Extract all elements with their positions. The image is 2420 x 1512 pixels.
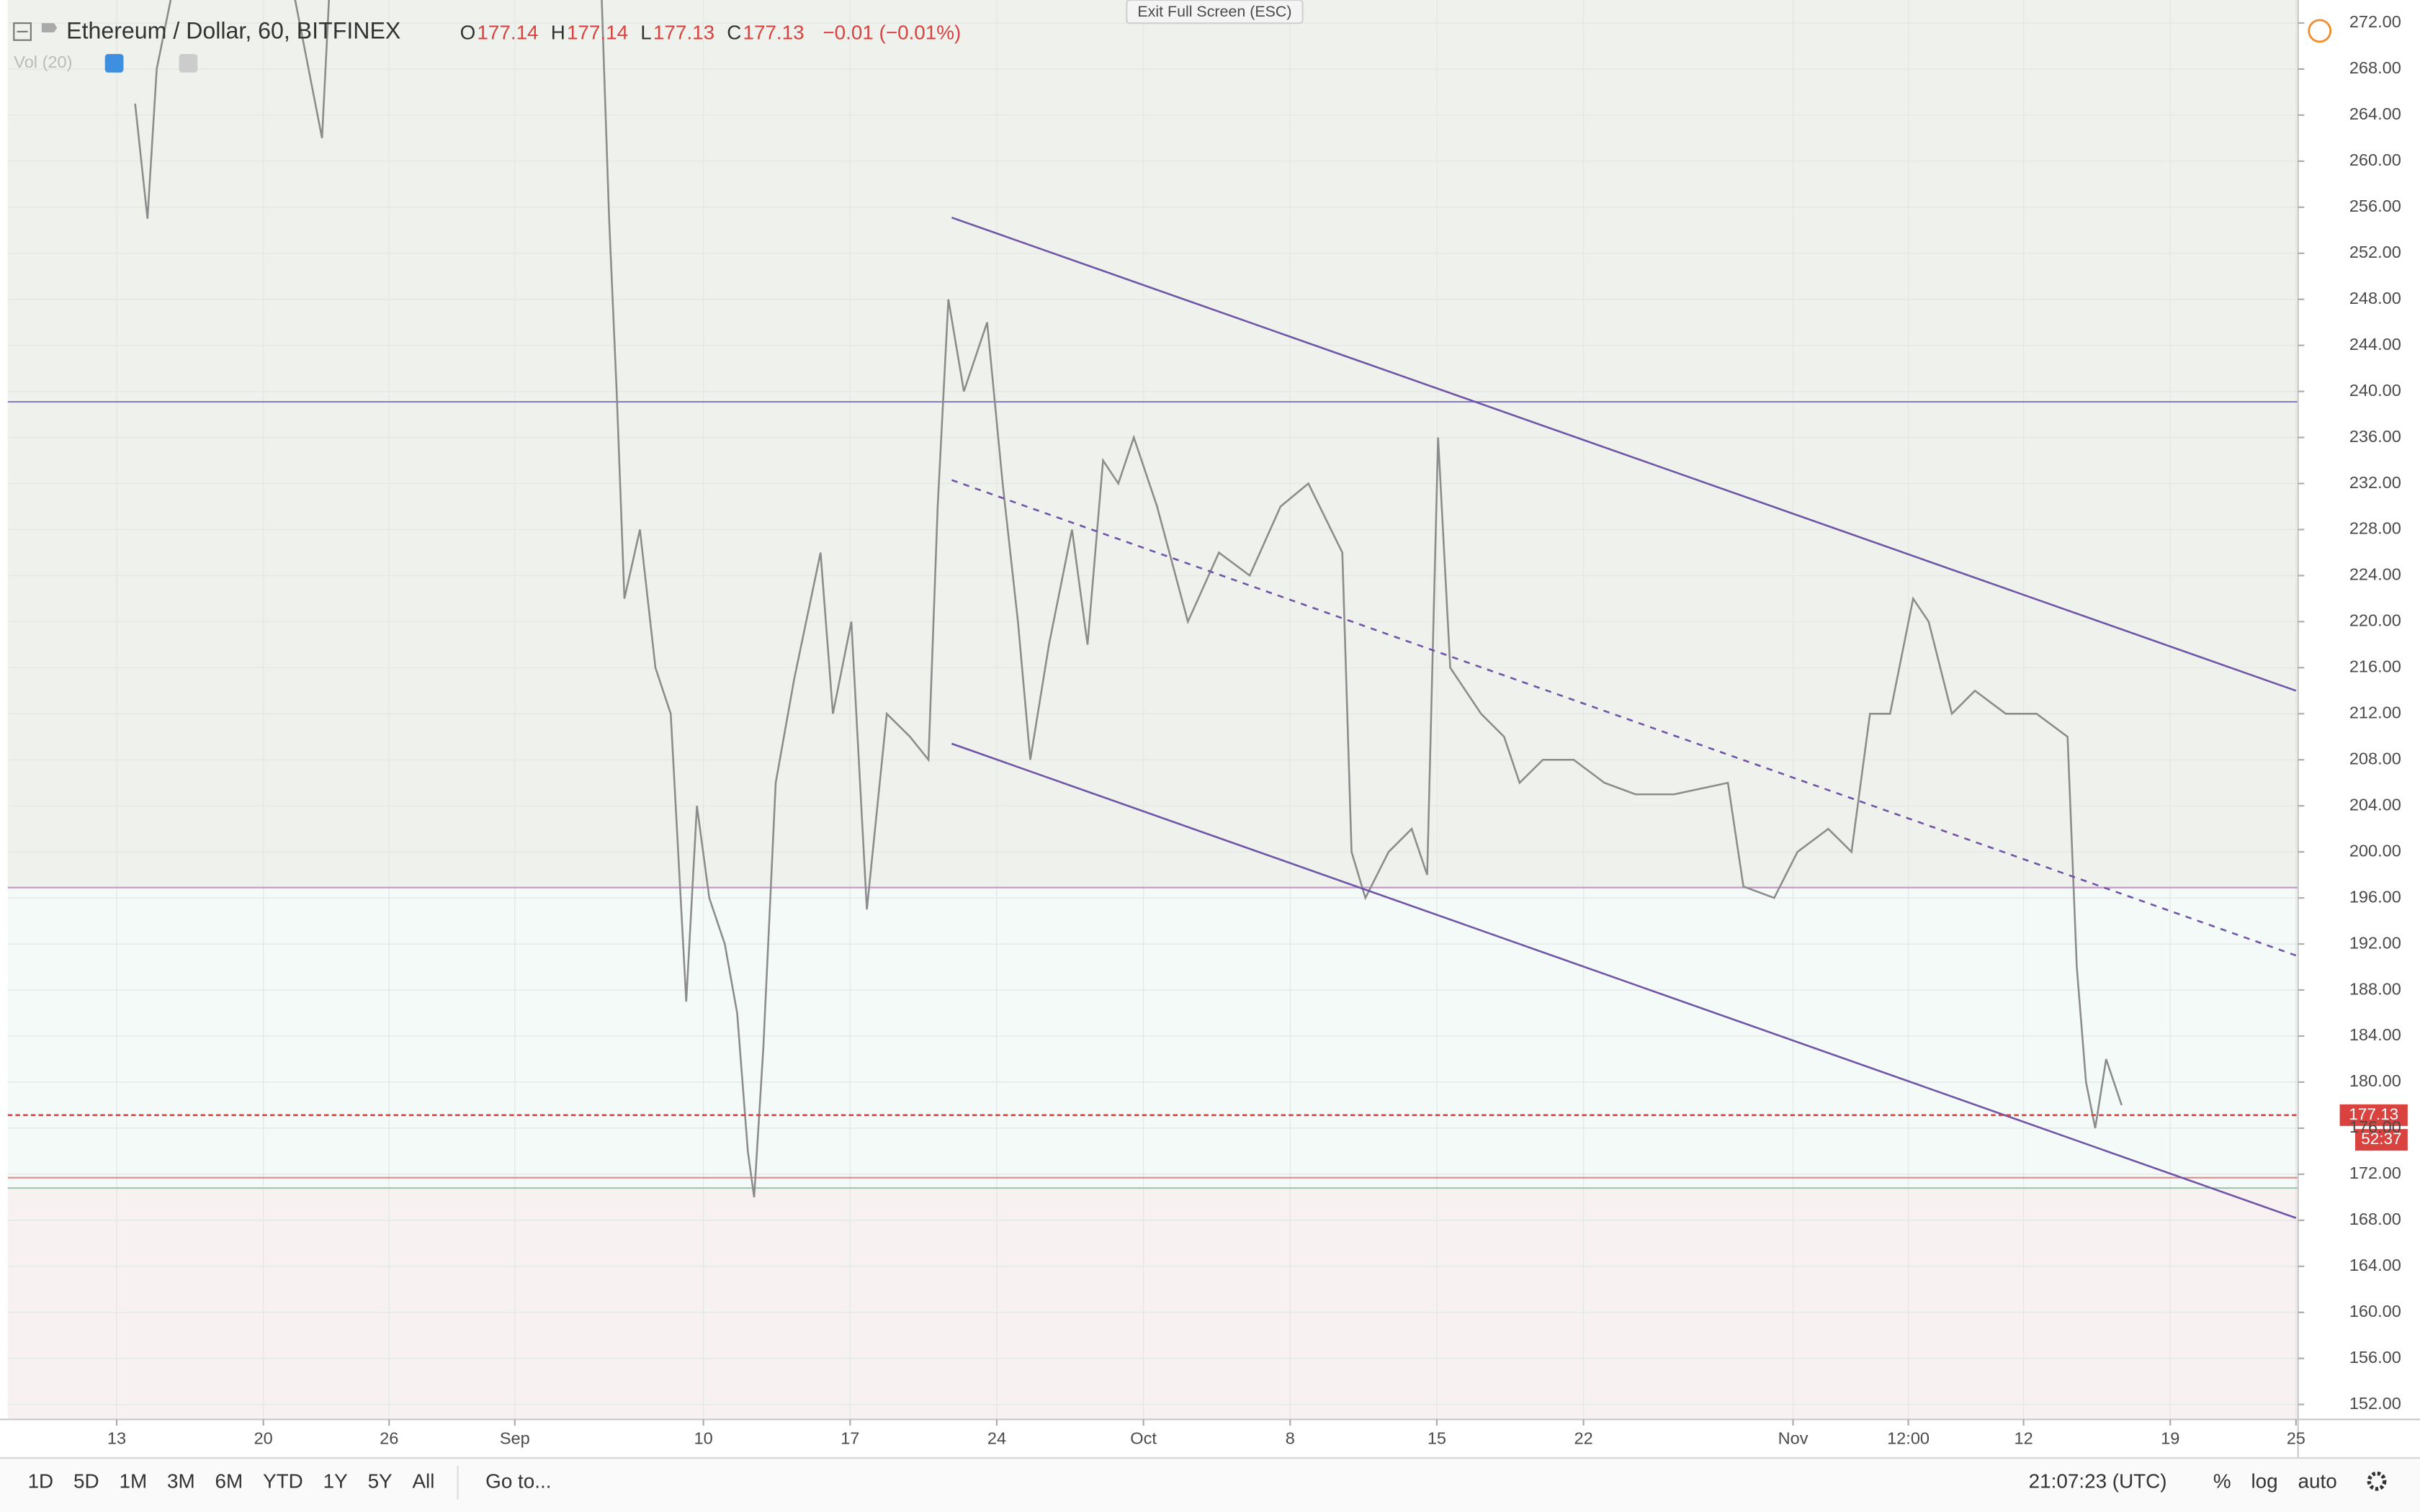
flag-icon[interactable]	[41, 23, 58, 32]
y-tick-label: 168.00	[2349, 1210, 2401, 1228]
y-tick-label: 196.00	[2349, 887, 2401, 906]
y-tick-label: 176.00	[2349, 1117, 2401, 1136]
last-price-label: 177.13	[2349, 1105, 2398, 1123]
ohlc-value: 177.14	[567, 22, 628, 44]
y-tick-label: 256.00	[2349, 197, 2401, 215]
y-tick-label: 188.00	[2349, 979, 2401, 998]
range-button[interactable]: YTD	[263, 1470, 303, 1493]
y-tick-label: 172.00	[2349, 1164, 2401, 1182]
price-line	[134, 0, 2123, 1198]
x-tick-label: 17	[841, 1429, 859, 1448]
x-tick-label: 24	[987, 1429, 1006, 1448]
settings-icon[interactable]	[2367, 1471, 2387, 1491]
x-tick-label: 13	[107, 1429, 126, 1448]
x-tick-label: Sep	[500, 1429, 530, 1448]
ohlc-value: 177.13	[653, 22, 714, 44]
y-tick-label: 240.00	[2349, 381, 2401, 400]
x-tick-label: Oct	[1130, 1429, 1157, 1448]
toolbar	[0, 1458, 2420, 1512]
zone-lower	[7, 1188, 2298, 1420]
x-tick-label: 12:00	[1887, 1429, 1930, 1448]
trend-line[interactable]	[951, 216, 2297, 692]
y-tick-label: 152.00	[2349, 1394, 2401, 1413]
y-tick-label: 156.00	[2349, 1348, 2401, 1367]
ohlc-value: 177.13	[743, 22, 804, 44]
y-tick-label: 248.00	[2349, 289, 2401, 307]
scale-option[interactable]: auto	[2298, 1470, 2337, 1493]
range-button[interactable]: 1M	[119, 1470, 147, 1493]
x-tick-label: 26	[380, 1429, 398, 1448]
scale-option[interactable]: log	[2251, 1470, 2277, 1493]
grid	[7, 0, 2298, 1420]
y-tick-label: 160.00	[2349, 1302, 2401, 1320]
background	[7, 0, 2298, 1420]
y-tick-label: 264.00	[2349, 104, 2401, 123]
x-tick-label: 19	[2161, 1429, 2179, 1448]
y-tick-label: 204.00	[2349, 795, 2401, 814]
x-tick-label: 22	[1574, 1429, 1592, 1448]
range-button[interactable]: 1D	[28, 1470, 54, 1493]
change: −0.01 (−0.01%)	[823, 22, 961, 44]
range-button[interactable]: 6M	[215, 1470, 243, 1493]
y-tick-label: 260.00	[2349, 150, 2401, 169]
y-tick-label: 220.00	[2349, 611, 2401, 630]
exit-fullscreen-button[interactable]	[1126, 0, 1304, 24]
y-tick-label: 244.00	[2349, 335, 2401, 354]
y-tick-label: 272.00	[2349, 12, 2401, 31]
x-tick-label: 20	[254, 1429, 273, 1448]
trend-line[interactable]	[951, 742, 2297, 1219]
range-button[interactable]: 3M	[167, 1470, 195, 1493]
clock: 21:07:23 (UTC)	[2029, 1470, 2167, 1493]
scale-option[interactable]: %	[2213, 1470, 2231, 1493]
y-tick-label: 252.00	[2349, 243, 2401, 261]
collapse-icon[interactable]	[13, 22, 32, 41]
y-tick-label: 232.00	[2349, 473, 2401, 492]
x-tick-label: 15	[1428, 1429, 1446, 1448]
volume-label: Vol (20)	[14, 53, 72, 71]
alert-icon[interactable]	[2308, 19, 2332, 43]
y-tick-label: 200.00	[2349, 841, 2401, 860]
drawings	[7, 0, 2298, 1219]
zone-middle	[7, 887, 2298, 1189]
y-tick-label: 268.00	[2349, 58, 2401, 77]
y-tick-label: 184.00	[2349, 1025, 2401, 1044]
x-tick-label: 25	[2287, 1429, 2305, 1448]
ohlc-key: L	[640, 22, 652, 44]
x-tick-label: 12	[2014, 1429, 2033, 1448]
y-tick-label: 212.00	[2349, 703, 2401, 722]
range-button[interactable]: 5Y	[368, 1470, 393, 1493]
y-tick-label: 164.00	[2349, 1256, 2401, 1274]
ohlc-key: C	[727, 22, 741, 44]
ohlc-key: O	[460, 22, 476, 44]
y-tick-label: 192.00	[2349, 933, 2401, 952]
last-price-box	[2339, 1104, 2408, 1126]
countdown-label: 52:37	[2361, 1130, 2401, 1148]
remove-icon[interactable]	[179, 54, 198, 73]
ohlc-value: 177.14	[477, 22, 538, 44]
y-tick-label: 208.00	[2349, 749, 2401, 768]
y-tick-label: 216.00	[2349, 657, 2401, 676]
range-button[interactable]: 5D	[73, 1470, 99, 1493]
goto-button[interactable]: Go to...	[485, 1470, 551, 1493]
ohlc-key: H	[551, 22, 565, 44]
overlay: 177.13 52:37	[2339, 1104, 2408, 1151]
y-tick-label: 180.00	[2349, 1071, 2401, 1090]
x-tick-label: 10	[694, 1429, 713, 1448]
y-tick-label: 224.00	[2349, 565, 2401, 584]
zone-upper	[7, 0, 2298, 888]
y-tick-label: 236.00	[2349, 427, 2401, 446]
exit-fullscreen-label[interactable]: Exit Full Screen (ESC)	[1137, 3, 1291, 20]
visibility-icon[interactable]	[104, 54, 124, 73]
countdown-box	[2355, 1129, 2408, 1151]
trend-line[interactable]	[951, 479, 2297, 957]
x-tick-label: 8	[1286, 1429, 1295, 1448]
symbol-title: Ethereum / Dollar, 60, BITFINEX	[66, 17, 400, 43]
y-tick-label: 228.00	[2349, 519, 2401, 538]
range-button[interactable]: All	[412, 1470, 434, 1493]
x-tick-label: Nov	[1778, 1429, 1809, 1448]
range-button[interactable]: 1Y	[323, 1470, 348, 1493]
